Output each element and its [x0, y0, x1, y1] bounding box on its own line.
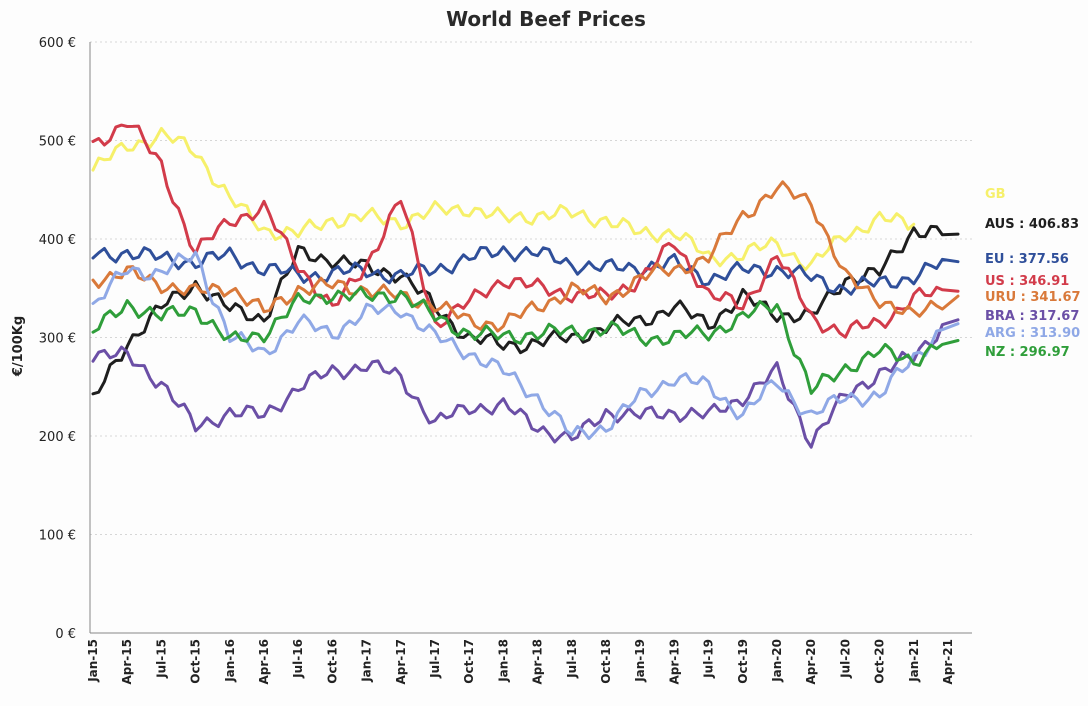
x-tick-label: Jan-18: [496, 639, 510, 683]
x-tick-label: Apr-15: [120, 639, 134, 684]
x-tick-label: Apr-17: [394, 639, 408, 684]
series-line-uru: [91, 180, 960, 333]
x-tick-label: Jan-17: [360, 639, 374, 683]
legend-label-nz: NZ : 296.97: [985, 345, 1070, 360]
legend-label-aus: AUS : 406.83: [985, 217, 1079, 232]
series-layer: [91, 123, 960, 449]
x-tick-label: Jan-19: [633, 639, 647, 683]
grid-layer: [90, 41, 972, 535]
y-tick-label: 600 €: [39, 36, 76, 51]
x-tick-label: Jul-17: [428, 639, 442, 679]
series-line-us: [91, 123, 960, 339]
legend-label-bra: BRA : 317.67: [985, 309, 1079, 324]
y-tick-label: 100 €: [39, 529, 76, 544]
legend-label-arg: ARG : 313.90: [985, 326, 1080, 341]
legend-label-us: US : 346.91: [985, 274, 1069, 289]
x-tick-label: Jan-16: [223, 639, 237, 683]
x-tick-label: Jan-20: [770, 639, 784, 683]
x-tick-label: Jan-21: [907, 639, 921, 683]
x-tick-label: Apr-16: [257, 639, 271, 684]
x-tick-label: Oct-15: [189, 639, 203, 684]
x-tick-label: Apr-18: [531, 639, 545, 684]
y-tick-label: 200 €: [39, 430, 76, 445]
legend-layer: GB AUS : 406.83 EU : 377.56 US : 346.91URU …: [985, 187, 1081, 360]
x-tick-label: Oct-17: [462, 639, 476, 684]
x-tick-label: Oct-20: [873, 639, 887, 684]
x-tick-label: Jan-15: [86, 639, 100, 683]
x-tick-label: Apr-19: [667, 639, 681, 684]
y-tick-label: 0 €: [55, 627, 76, 642]
series-line-arg: [91, 250, 960, 441]
series-line-gb: [91, 126, 916, 272]
x-tick-label: Apr-21: [941, 639, 955, 684]
y-tick-label: 300 €: [39, 332, 76, 347]
legend-label-eu: EU : 377.56: [985, 252, 1069, 267]
chart-title: World Beef Prices: [446, 7, 646, 31]
x-tick-label: Jul-16: [291, 639, 305, 679]
series-line-nz: [91, 286, 960, 395]
x-tick-label: Oct-18: [599, 639, 613, 684]
y-axis-label: €/100Kg: [11, 316, 26, 377]
x-tick-label: Jul-15: [154, 639, 168, 679]
x-tick-label: Oct-16: [325, 639, 339, 684]
legend-label-uru: URU : 341.67: [985, 290, 1081, 305]
legend-label-gb: GB: [985, 187, 1006, 202]
axes-layer: 0 € 100 € 200 € 300 € 400 € 500 € 600 € Jan-15 A…: [39, 36, 972, 684]
x-tick-label: Jul-20: [838, 639, 852, 679]
x-tick-label: Jul-18: [565, 639, 579, 679]
series-line-eu: [91, 245, 960, 296]
x-tick-label: Oct-19: [736, 639, 750, 684]
y-tick-label: 400 €: [39, 233, 76, 248]
x-tick-label: Apr-20: [804, 639, 818, 684]
y-tick-label: 500 €: [39, 135, 76, 150]
x-tick-label: Jul-19: [702, 639, 716, 679]
series-line-bra: [91, 318, 960, 449]
